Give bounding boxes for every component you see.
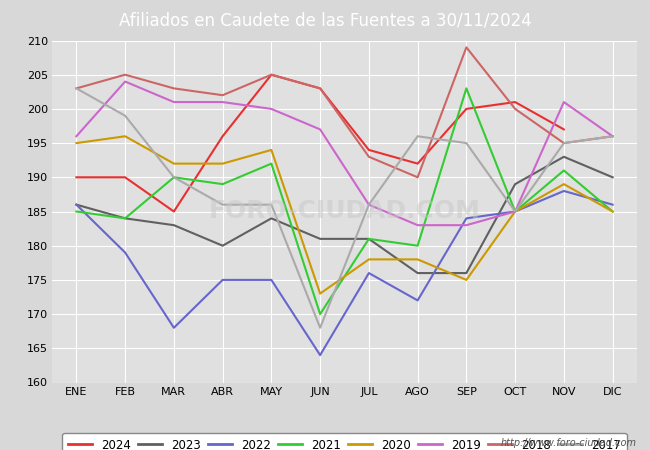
Text: FORO-CIUDAD.COM: FORO-CIUDAD.COM [209, 199, 480, 224]
Text: Afiliados en Caudete de las Fuentes a 30/11/2024: Afiliados en Caudete de las Fuentes a 30… [118, 11, 532, 29]
Legend: 2024, 2023, 2022, 2021, 2020, 2019, 2018, 2017: 2024, 2023, 2022, 2021, 2020, 2019, 2018… [62, 433, 627, 450]
Text: http://www.foro-ciudad.com: http://www.foro-ciudad.com [501, 438, 637, 448]
